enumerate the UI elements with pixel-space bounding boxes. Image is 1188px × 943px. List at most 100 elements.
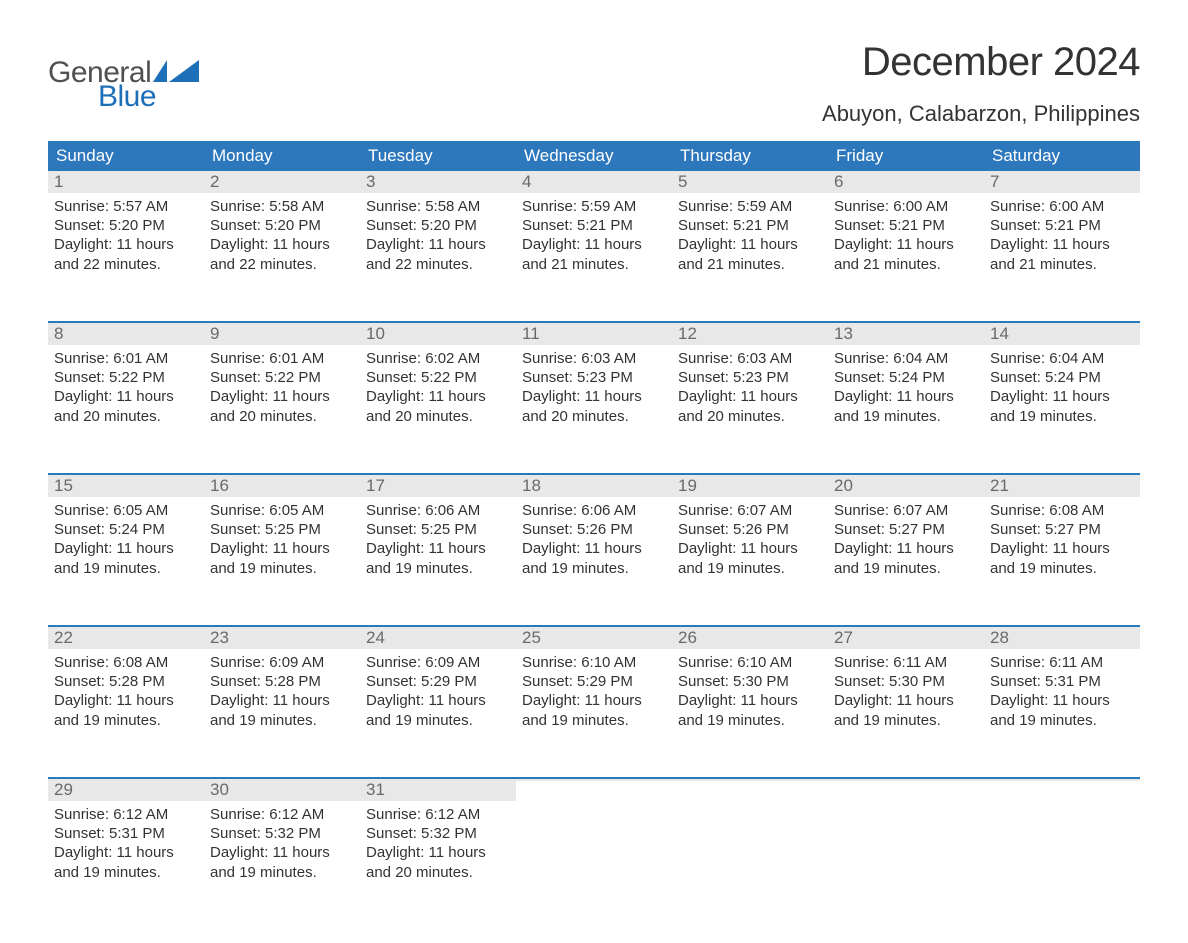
day-line: Sunrise: 6:12 AM xyxy=(366,805,510,824)
day-content: Sunrise: 6:04 AMSunset: 5:24 PMDaylight:… xyxy=(984,345,1140,434)
day-content: Sunrise: 5:59 AMSunset: 5:21 PMDaylight:… xyxy=(672,193,828,282)
day-line: Daylight: 11 hours xyxy=(522,387,666,406)
day-line: Daylight: 11 hours xyxy=(366,539,510,558)
day-line: Daylight: 11 hours xyxy=(522,539,666,558)
day-content: Sunrise: 6:00 AMSunset: 5:21 PMDaylight:… xyxy=(984,193,1140,282)
day-number: 18 xyxy=(516,475,672,497)
day-line: Daylight: 11 hours xyxy=(678,691,822,710)
day-line: and 19 minutes. xyxy=(990,407,1134,426)
day-line: Sunset: 5:23 PM xyxy=(522,368,666,387)
day-line: Sunrise: 6:03 AM xyxy=(522,349,666,368)
day-line: and 21 minutes. xyxy=(990,255,1134,274)
day-line: and 19 minutes. xyxy=(834,559,978,578)
day-number: 1 xyxy=(48,171,204,193)
day-content: Sunrise: 5:57 AMSunset: 5:20 PMDaylight:… xyxy=(48,193,204,282)
day-line: Sunset: 5:23 PM xyxy=(678,368,822,387)
day-cell: 18Sunrise: 6:06 AMSunset: 5:26 PMDayligh… xyxy=(516,475,672,599)
day-cell: 10Sunrise: 6:02 AMSunset: 5:22 PMDayligh… xyxy=(360,323,516,447)
day-line: Sunset: 5:26 PM xyxy=(522,520,666,539)
day-cell: 9Sunrise: 6:01 AMSunset: 5:22 PMDaylight… xyxy=(204,323,360,447)
day-line: Daylight: 11 hours xyxy=(678,235,822,254)
day-content: Sunrise: 6:06 AMSunset: 5:26 PMDaylight:… xyxy=(516,497,672,586)
day-cell: 5Sunrise: 5:59 AMSunset: 5:21 PMDaylight… xyxy=(672,171,828,295)
day-line: and 20 minutes. xyxy=(522,407,666,426)
day-cell: 15Sunrise: 6:05 AMSunset: 5:24 PMDayligh… xyxy=(48,475,204,599)
calendar: Sunday Monday Tuesday Wednesday Thursday… xyxy=(48,141,1140,903)
day-line: and 20 minutes. xyxy=(678,407,822,426)
day-number: 22 xyxy=(48,627,204,649)
day-content: Sunrise: 6:00 AMSunset: 5:21 PMDaylight:… xyxy=(828,193,984,282)
day-line: Sunset: 5:21 PM xyxy=(834,216,978,235)
day-content: Sunrise: 6:11 AMSunset: 5:30 PMDaylight:… xyxy=(828,649,984,738)
day-line: Daylight: 11 hours xyxy=(366,387,510,406)
day-line: Daylight: 11 hours xyxy=(834,387,978,406)
day-line: Sunset: 5:29 PM xyxy=(522,672,666,691)
day-line: Sunrise: 6:01 AM xyxy=(210,349,354,368)
day-line: and 19 minutes. xyxy=(210,559,354,578)
dayhead-monday: Monday xyxy=(204,141,360,171)
day-line: and 19 minutes. xyxy=(522,711,666,730)
day-line: and 19 minutes. xyxy=(210,863,354,882)
day-number: 5 xyxy=(672,171,828,193)
day-cell: 26Sunrise: 6:10 AMSunset: 5:30 PMDayligh… xyxy=(672,627,828,751)
day-number: 23 xyxy=(204,627,360,649)
day-line: Daylight: 11 hours xyxy=(210,691,354,710)
day-line: and 19 minutes. xyxy=(210,711,354,730)
day-cell: 2Sunrise: 5:58 AMSunset: 5:20 PMDaylight… xyxy=(204,171,360,295)
day-line: Daylight: 11 hours xyxy=(54,387,198,406)
day-number: 21 xyxy=(984,475,1140,497)
day-line: and 20 minutes. xyxy=(366,863,510,882)
day-line: Daylight: 11 hours xyxy=(834,691,978,710)
day-line: and 21 minutes. xyxy=(678,255,822,274)
day-line: Sunset: 5:27 PM xyxy=(834,520,978,539)
day-line: Sunrise: 6:12 AM xyxy=(54,805,198,824)
title-block: December 2024 Abuyon, Calabarzon, Philip… xyxy=(822,40,1140,127)
day-cell xyxy=(516,779,672,903)
dayhead-saturday: Saturday xyxy=(984,141,1140,171)
day-line: Sunset: 5:21 PM xyxy=(990,216,1134,235)
day-line: Sunrise: 6:04 AM xyxy=(834,349,978,368)
month-title: December 2024 xyxy=(822,40,1140,85)
week-row: 8Sunrise: 6:01 AMSunset: 5:22 PMDaylight… xyxy=(48,321,1140,447)
day-line: Sunrise: 6:04 AM xyxy=(990,349,1134,368)
day-line: Sunset: 5:20 PM xyxy=(366,216,510,235)
day-line: Daylight: 11 hours xyxy=(54,539,198,558)
day-cell: 29Sunrise: 6:12 AMSunset: 5:31 PMDayligh… xyxy=(48,779,204,903)
day-line: Sunrise: 5:58 AM xyxy=(210,197,354,216)
day-content: Sunrise: 6:05 AMSunset: 5:25 PMDaylight:… xyxy=(204,497,360,586)
day-number: 20 xyxy=(828,475,984,497)
day-line: and 20 minutes. xyxy=(366,407,510,426)
day-header-row: Sunday Monday Tuesday Wednesday Thursday… xyxy=(48,141,1140,171)
day-content: Sunrise: 6:09 AMSunset: 5:28 PMDaylight:… xyxy=(204,649,360,738)
day-line: Sunset: 5:32 PM xyxy=(210,824,354,843)
dayhead-tuesday: Tuesday xyxy=(360,141,516,171)
day-content: Sunrise: 6:08 AMSunset: 5:28 PMDaylight:… xyxy=(48,649,204,738)
day-content: Sunrise: 6:11 AMSunset: 5:31 PMDaylight:… xyxy=(984,649,1140,738)
day-number: 31 xyxy=(360,779,516,801)
day-number: 4 xyxy=(516,171,672,193)
day-content: Sunrise: 5:58 AMSunset: 5:20 PMDaylight:… xyxy=(360,193,516,282)
day-line: and 19 minutes. xyxy=(54,711,198,730)
day-number: 9 xyxy=(204,323,360,345)
day-line: Sunset: 5:28 PM xyxy=(210,672,354,691)
day-line: and 19 minutes. xyxy=(54,559,198,578)
day-content: Sunrise: 6:10 AMSunset: 5:30 PMDaylight:… xyxy=(672,649,828,738)
day-cell xyxy=(828,779,984,903)
dayhead-wednesday: Wednesday xyxy=(516,141,672,171)
day-cell: 16Sunrise: 6:05 AMSunset: 5:25 PMDayligh… xyxy=(204,475,360,599)
day-content: Sunrise: 6:03 AMSunset: 5:23 PMDaylight:… xyxy=(516,345,672,434)
day-number xyxy=(984,779,1140,781)
location-subtitle: Abuyon, Calabarzon, Philippines xyxy=(822,101,1140,127)
day-line: Sunset: 5:24 PM xyxy=(834,368,978,387)
day-line: Daylight: 11 hours xyxy=(990,387,1134,406)
dayhead-thursday: Thursday xyxy=(672,141,828,171)
day-line: Daylight: 11 hours xyxy=(678,539,822,558)
logo-text-blue: Blue xyxy=(98,82,199,112)
day-content: Sunrise: 6:12 AMSunset: 5:32 PMDaylight:… xyxy=(360,801,516,890)
day-line: and 22 minutes. xyxy=(366,255,510,274)
day-number: 16 xyxy=(204,475,360,497)
day-line: Sunrise: 6:08 AM xyxy=(990,501,1134,520)
day-number: 6 xyxy=(828,171,984,193)
dayhead-sunday: Sunday xyxy=(48,141,204,171)
day-cell: 27Sunrise: 6:11 AMSunset: 5:30 PMDayligh… xyxy=(828,627,984,751)
